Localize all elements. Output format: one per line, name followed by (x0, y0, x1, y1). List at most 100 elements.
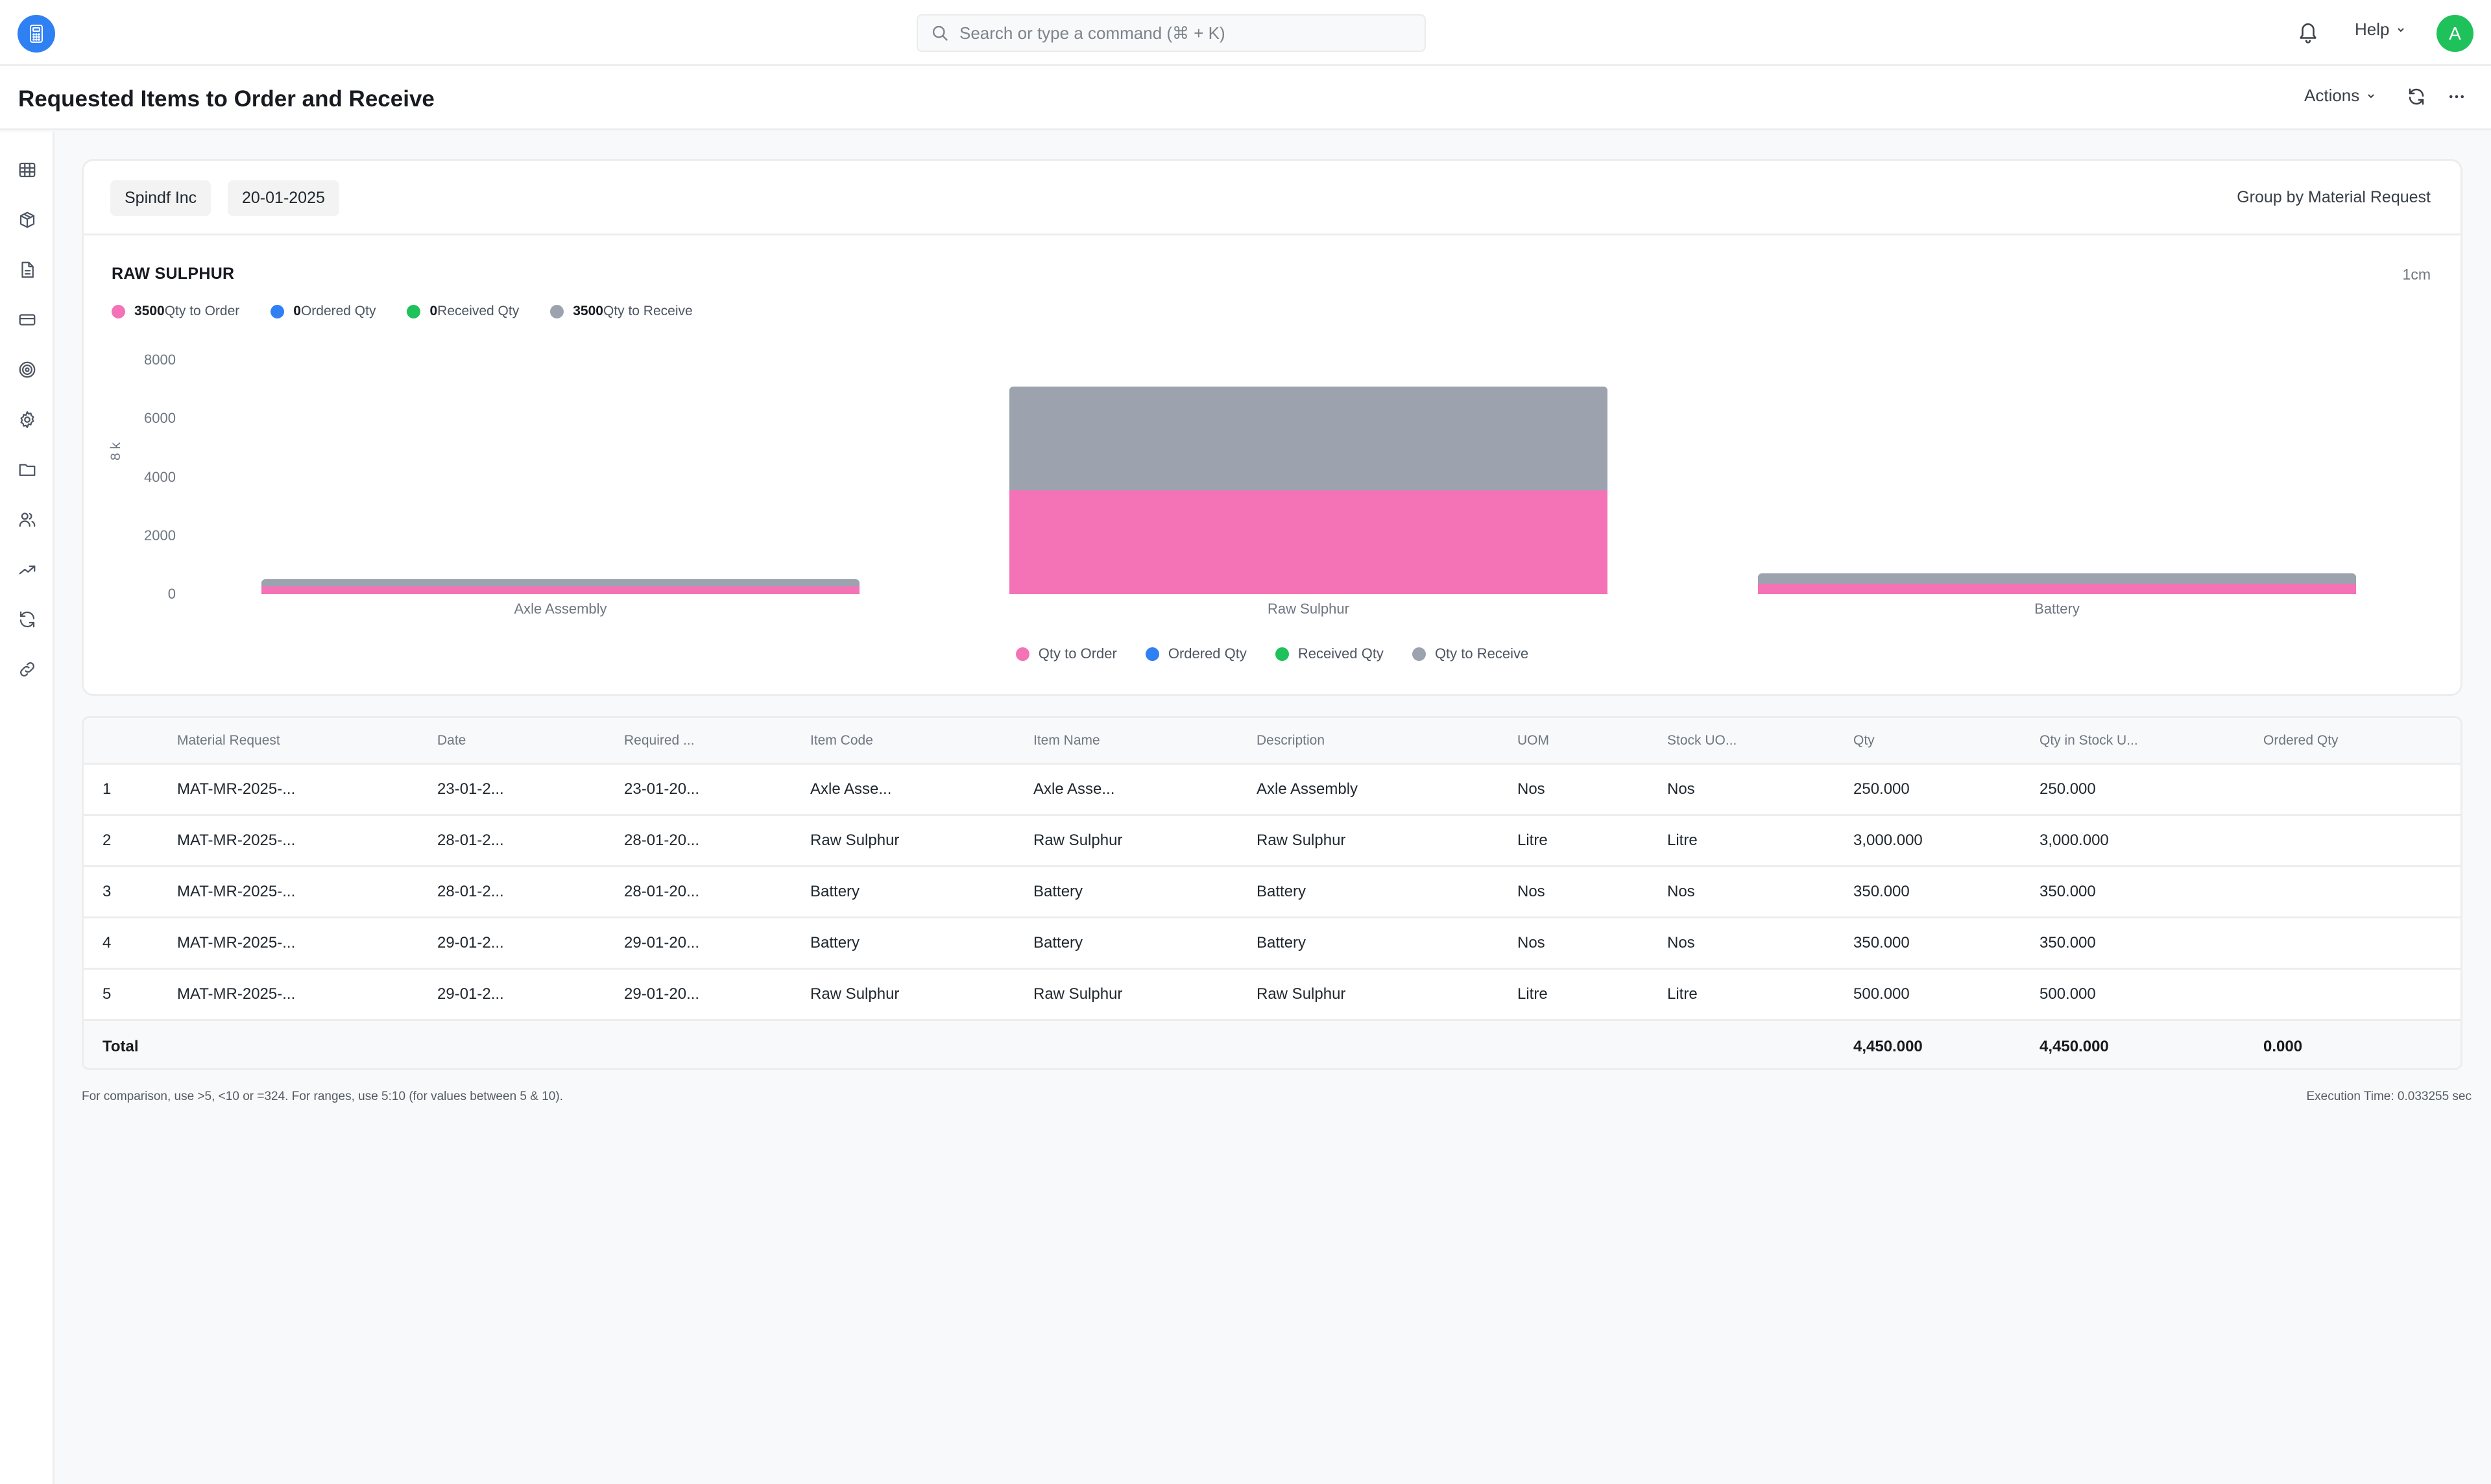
green-dot-icon (1275, 647, 1289, 661)
top-navbar: Help A (0, 0, 2491, 66)
company-filter[interactable]: Spindf Inc (110, 180, 211, 216)
chart-legend: Qty to Order Ordered Qty Received Qty Qt… (84, 645, 2461, 662)
bar-raw-sulphur[interactable] (1009, 387, 1607, 594)
search-bar[interactable] (917, 14, 1426, 52)
sidebar-item-documents[interactable] (17, 259, 38, 280)
cell-item-name: Raw Sulphur (1033, 985, 1123, 1003)
col-header-description[interactable]: Description (1257, 732, 1325, 748)
execution-time: Execution Time: 0.033255 sec (2306, 1090, 2472, 1103)
y-tick-6000: 6000 (144, 410, 176, 426)
refresh-button[interactable] (2407, 87, 2426, 110)
cell-material-request[interactable]: MAT-MR-2025-... (177, 832, 296, 849)
legend-ordered-qty[interactable]: Ordered Qty (1145, 645, 1247, 662)
total-label: Total (102, 1037, 139, 1055)
bar-segment-qty-to-receive (1758, 573, 2356, 584)
cell-index: 5 (102, 985, 112, 1003)
bar-segment-qty-to-order (261, 586, 860, 594)
col-header-item-name[interactable]: Item Name (1033, 732, 1100, 748)
legend-qty-to-order[interactable]: Qty to Order (1015, 645, 1117, 662)
box-icon (19, 211, 35, 228)
col-header-qty-in-stock-uom[interactable]: Qty in Stock U... (2040, 732, 2138, 748)
table-grid-icon (19, 162, 36, 178)
page-header: Requested Items to Order and Receive Act… (0, 66, 2491, 130)
total-ordered-qty: 0.000 (2263, 1037, 2303, 1055)
x-label-battery: Battery (2034, 601, 2080, 617)
cell-qty: 350.000 (1853, 934, 1910, 951)
legend-qty-to-receive[interactable]: Qty to Receive (1412, 645, 1528, 662)
table-row[interactable]: 5 MAT-MR-2025-... 29-01-2... 29-01-20...… (84, 970, 2461, 1021)
cell-material-request[interactable]: MAT-MR-2025-... (177, 780, 296, 798)
col-header-qty[interactable]: Qty (1853, 732, 1875, 748)
cell-date: 28-01-2... (437, 883, 504, 900)
col-header-material-request[interactable]: Material Request (177, 732, 280, 748)
report-card: Spindf Inc 20-01-2025 Group by Material … (82, 159, 2462, 696)
user-avatar[interactable]: A (2437, 15, 2473, 52)
sidebar-item-users[interactable] (17, 509, 38, 530)
filter-bar: Spindf Inc 20-01-2025 Group by Material … (84, 161, 2461, 235)
cell-uom: Litre (1517, 985, 1548, 1003)
col-header-date[interactable]: Date (437, 732, 466, 748)
bar-axle-assembly[interactable] (261, 579, 860, 594)
cell-required-date: 28-01-20... (624, 832, 700, 849)
search-input[interactable] (959, 23, 1414, 43)
y-tick-0: 0 (167, 586, 176, 602)
chart-summary: 3500 Qty to Order 0 Ordered Qty 0 Receiv… (112, 304, 693, 319)
table-row[interactable]: 3 MAT-MR-2025-... 28-01-2... 28-01-20...… (84, 867, 2461, 918)
cell-stock-uom: Nos (1667, 780, 1695, 798)
cell-item-code[interactable]: Axle Asse... (810, 780, 892, 798)
cell-required-date: 28-01-20... (624, 883, 700, 900)
folder-icon (19, 464, 36, 476)
cell-uom: Nos (1517, 934, 1545, 951)
legend-received-qty[interactable]: Received Qty (1275, 645, 1384, 662)
sidebar-item-table[interactable] (17, 160, 38, 180)
more-options-button[interactable] (2447, 87, 2466, 110)
actions-label: Actions (2304, 86, 2360, 105)
sidebar-item-targets[interactable] (17, 359, 38, 380)
cell-index: 2 (102, 832, 112, 849)
col-header-ordered-qty[interactable]: Ordered Qty (2263, 732, 2339, 748)
cell-uom: Litre (1517, 832, 1548, 849)
gear-icon (20, 411, 34, 428)
cell-item-code[interactable]: Battery (810, 934, 860, 951)
table-row[interactable]: 2 MAT-MR-2025-... 28-01-2... 28-01-20...… (84, 816, 2461, 867)
cell-material-request[interactable]: MAT-MR-2025-... (177, 934, 296, 951)
app-logo[interactable] (18, 15, 55, 53)
cell-item-code[interactable]: Battery (810, 883, 860, 900)
col-header-uom[interactable]: UOM (1517, 732, 1549, 748)
total-qty: 4,450.000 (1853, 1037, 1923, 1055)
cell-date: 29-01-2... (437, 985, 504, 1003)
pink-dot-icon (112, 304, 125, 318)
cell-index: 4 (102, 934, 112, 951)
actions-button[interactable]: Actions (2304, 86, 2376, 106)
col-header-item-code[interactable]: Item Code (810, 732, 873, 748)
trending-up-icon (19, 565, 36, 575)
table-row[interactable]: 1 MAT-MR-2025-... 23-01-2... 23-01-20...… (84, 765, 2461, 816)
sidebar-item-accounting[interactable] (17, 309, 38, 330)
cell-item-code[interactable]: Raw Sulphur (810, 832, 900, 849)
col-header-stock-uom[interactable]: Stock UO... (1667, 732, 1737, 748)
sidebar-item-analytics[interactable] (17, 559, 38, 580)
col-header-required-date[interactable]: Required ... (624, 732, 695, 748)
notifications-button[interactable] (2297, 20, 2319, 48)
blue-dot-icon (1145, 647, 1159, 661)
blue-dot-icon (271, 304, 285, 318)
group-by-selector[interactable]: Group by Material Request (2237, 188, 2431, 207)
table-row[interactable]: 4 MAT-MR-2025-... 29-01-2... 29-01-20...… (84, 918, 2461, 970)
avatar-initial: A (2449, 23, 2461, 43)
bar-battery[interactable] (1758, 573, 2356, 594)
summary-ordered-qty: 0 Ordered Qty (271, 304, 376, 319)
cell-item-code[interactable]: Raw Sulphur (810, 985, 900, 1003)
cell-uom: Nos (1517, 780, 1545, 798)
sidebar-item-settings[interactable] (17, 409, 38, 430)
sidebar-item-files[interactable] (17, 459, 38, 480)
date-filter[interactable]: 20-01-2025 (228, 180, 339, 216)
calculator-icon (30, 25, 43, 43)
cell-material-request[interactable]: MAT-MR-2025-... (177, 985, 296, 1003)
sidebar-item-integrations[interactable] (17, 659, 38, 680)
cell-material-request[interactable]: MAT-MR-2025-... (177, 883, 296, 900)
sidebar-item-stock[interactable] (17, 209, 38, 230)
report-table: Material Request Date Required ... Item … (82, 716, 2462, 1070)
more-horizontal-icon (2449, 95, 2464, 99)
help-menu[interactable]: Help (2355, 19, 2406, 40)
sidebar-item-sync[interactable] (17, 609, 38, 630)
